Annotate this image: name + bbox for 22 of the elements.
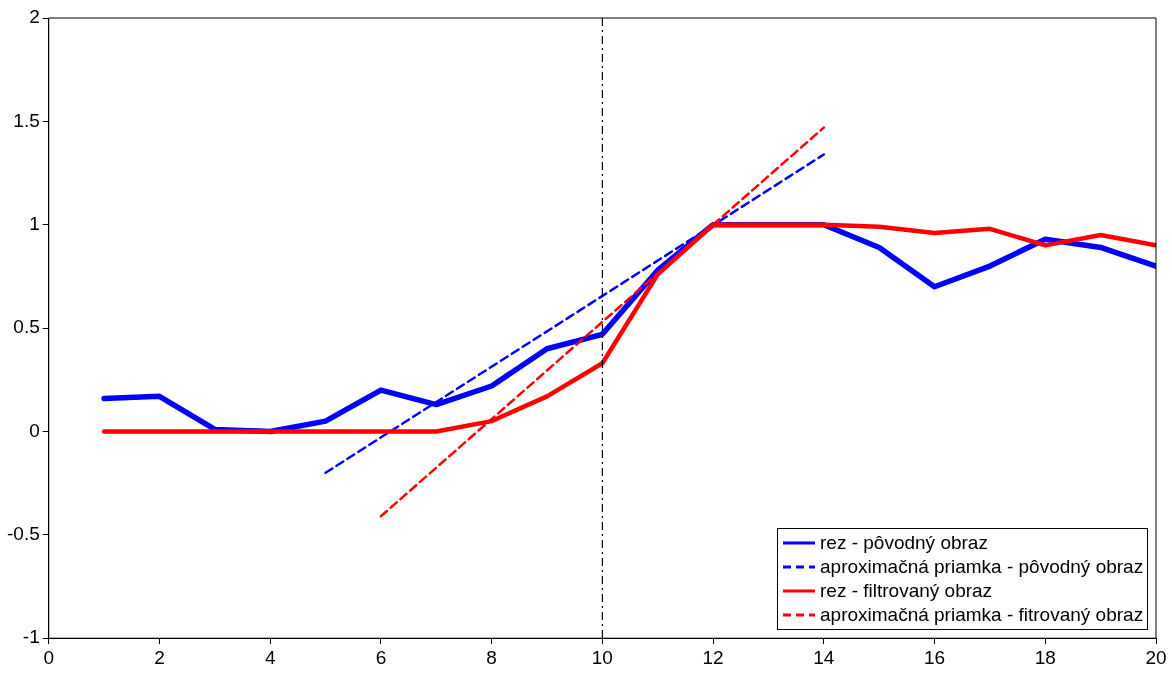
- x-tick-label: 14: [813, 646, 835, 668]
- x-tick-label: 18: [1034, 646, 1056, 668]
- y-tick-label: 1: [29, 212, 40, 234]
- legend-label: rez - filtrovaný obraz: [820, 580, 993, 603]
- legend-label: aproximačná priamka - pôvodný obraz: [820, 556, 1144, 579]
- x-tick-label: 6: [375, 646, 387, 668]
- x-tick-label: 20: [1145, 646, 1167, 668]
- x-tick-label: 16: [923, 646, 946, 668]
- x-tick-label: 4: [264, 646, 276, 668]
- x-tick-label: 0: [43, 646, 55, 668]
- x-tick-label: 12: [702, 646, 724, 668]
- x-tick-label: 8: [486, 646, 497, 668]
- legend-label: rez - pôvodný obraz: [820, 532, 988, 555]
- y-tick-label: 2: [29, 6, 40, 28]
- y-tick-label: 1.5: [13, 109, 40, 131]
- y-tick-label: -1: [22, 626, 40, 648]
- x-tick-label: 2: [154, 646, 165, 668]
- y-tick-label: 0.5: [13, 316, 40, 338]
- x-tick-label: 10: [591, 646, 613, 668]
- legend-label: aproximačná priamka - fitrovaný obraz: [820, 604, 1144, 627]
- y-tick-label: -0.5: [6, 523, 40, 545]
- y-tick-label: 0: [29, 419, 40, 441]
